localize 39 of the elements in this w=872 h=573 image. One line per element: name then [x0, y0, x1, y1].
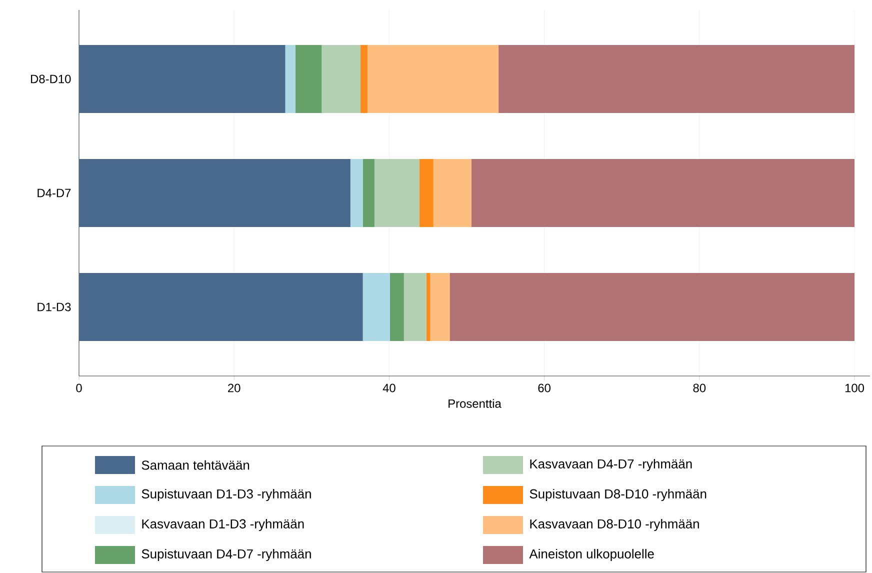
legend-label: Supistuvaan D1-D3 -ryhmään: [142, 488, 311, 502]
bar: [471, 158, 854, 227]
x-tick-label: 40: [382, 384, 396, 392]
y-tick-label: D8-D10: [31, 74, 71, 84]
bar: [295, 44, 322, 113]
legend-label: Samaan tehtävään: [142, 460, 250, 470]
legend-label: Kasvavaan D4-D7 -ryhmään: [530, 458, 692, 472]
bar: [285, 44, 296, 113]
bar: [350, 158, 363, 227]
bar: [419, 158, 434, 227]
legend-label: Supistuvaan D4-D7 -ryhmään: [142, 548, 311, 562]
x-tick-label: 20: [228, 384, 240, 392]
bar: [322, 44, 361, 113]
bar: [450, 273, 854, 342]
x-tick-label: 100: [845, 384, 864, 392]
bar: [374, 158, 420, 227]
bar: [433, 158, 472, 227]
bar: [360, 44, 368, 113]
bar: [362, 158, 374, 227]
bar: [79, 273, 363, 342]
legend-label: Supistuvaan D8-D10 -ryhmään: [530, 488, 706, 502]
bar: [79, 158, 350, 227]
legend-label: Kasvavaan D8-D10 -ryhmään: [530, 518, 699, 532]
bar: [79, 44, 286, 113]
bar: [362, 273, 390, 342]
x-tick-label: 60: [538, 384, 550, 392]
bar: [426, 273, 430, 342]
y-tick-label: D1-D3: [38, 302, 71, 312]
bar: [498, 44, 854, 113]
x-tick-label: 0: [76, 384, 82, 392]
bar: [390, 273, 404, 342]
bar: [430, 273, 450, 342]
legend-label: Aineiston ulkopuolelle: [529, 548, 654, 562]
bar: [367, 44, 499, 113]
x-tick-label: 80: [693, 384, 706, 392]
x-axis-title: Prosenttia: [448, 399, 502, 408]
bar: [404, 273, 426, 342]
legend-label: Kasvavaan D1-D3 -ryhmään: [142, 518, 304, 532]
y-tick-label: D4-D7: [38, 188, 71, 198]
